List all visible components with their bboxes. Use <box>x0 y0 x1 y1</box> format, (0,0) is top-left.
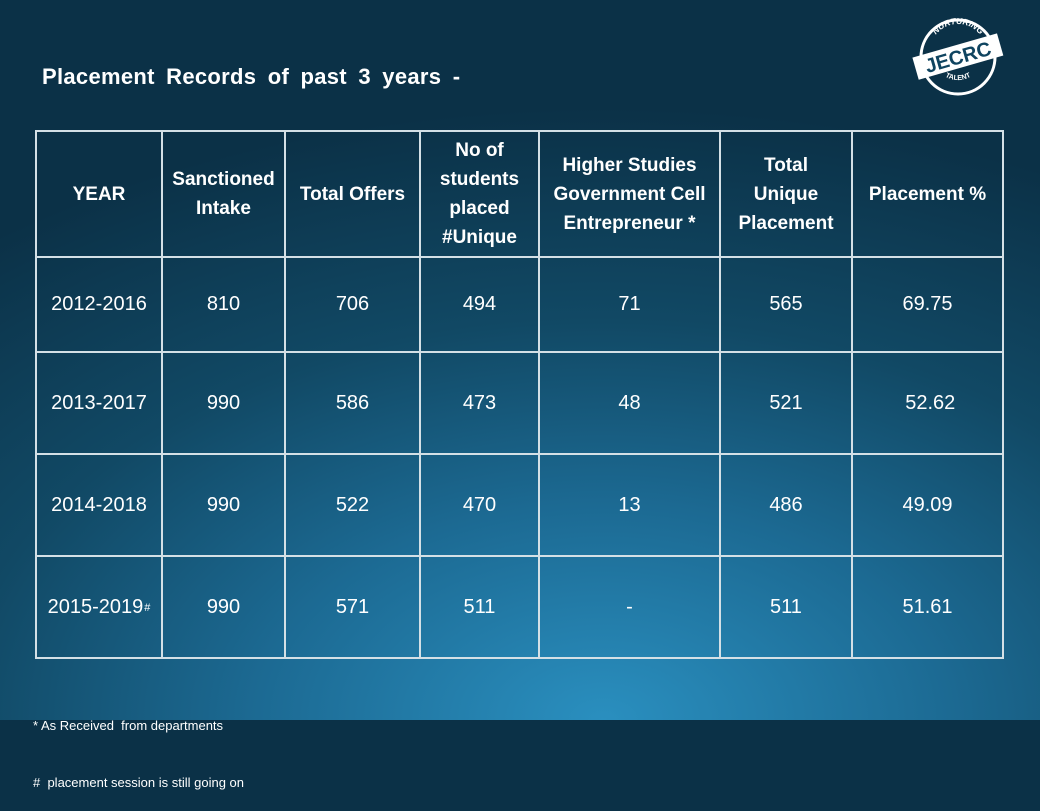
jecrc-logo: NURTURING TALENT JECRC <box>912 16 1004 96</box>
table-row: 2012-2016 810 706 494 71 565 69.75 <box>35 256 1004 353</box>
footnotes: * As Received from departments # placeme… <box>33 678 244 811</box>
cell-offers: 586 <box>284 351 421 455</box>
cell-higher-studies: 48 <box>538 351 721 455</box>
cell-year: 2012-2016 <box>35 256 163 353</box>
cell-placed: 473 <box>419 351 540 455</box>
table-row: 2013-2017 990 586 473 48 521 52.62 <box>35 351 1004 455</box>
cell-unique-placement: 565 <box>719 256 853 353</box>
footnote-session: # placement session is still going on <box>33 775 245 790</box>
cell-higher-studies: - <box>538 555 721 659</box>
cell-offers: 571 <box>284 555 421 659</box>
page-title: Placement Records of past 3 years - <box>42 64 461 89</box>
cell-placement-percent: 52.62 <box>851 351 1004 455</box>
table-row: 2014-2018 990 522 470 13 486 49.09 <box>35 453 1004 557</box>
cell-unique-placement: 511 <box>719 555 853 659</box>
logo-top-text: NURTURING <box>930 16 986 36</box>
placement-table: YEAR Sanctioned Intake Total Offers No of… <box>35 130 1004 659</box>
logo-bottom-text: TALENT <box>944 72 972 82</box>
header-year: YEAR <box>35 130 163 258</box>
cell-intake: 990 <box>161 555 286 659</box>
cell-higher-studies: 13 <box>538 453 721 557</box>
header-total-offers: Total Offers <box>284 130 421 258</box>
table-row: 2015-2019# 990 571 511 - 511 51.61 <box>35 555 1004 659</box>
cell-placement-percent: 49.09 <box>851 453 1004 557</box>
footnote-departments: * As Received from departments <box>33 718 224 733</box>
cell-year: 2015-2019# <box>35 555 163 659</box>
cell-placement-percent: 51.61 <box>851 555 1004 659</box>
svg-text:TALENT: TALENT <box>944 72 972 82</box>
cell-placement-percent: 69.75 <box>851 256 1004 353</box>
cell-placed: 470 <box>419 453 540 557</box>
cell-offers: 706 <box>284 256 421 353</box>
cell-intake: 990 <box>161 351 286 455</box>
cell-year: 2013-2017 <box>35 351 163 455</box>
header-placement-percent: Placement % <box>851 130 1004 258</box>
header-students-placed: No of students placed #Unique <box>419 130 540 258</box>
svg-text:NURTURING: NURTURING <box>930 16 986 36</box>
logo-main-text: JECRC <box>923 38 994 78</box>
cell-placed: 511 <box>419 555 540 659</box>
cell-unique-placement: 521 <box>719 351 853 455</box>
cell-intake: 810 <box>161 256 286 353</box>
cell-year: 2014-2018 <box>35 453 163 557</box>
header-row: YEAR Sanctioned Intake Total Offers No of… <box>35 130 1004 258</box>
cell-intake: 990 <box>161 453 286 557</box>
header-sanctioned-intake: Sanctioned Intake <box>161 130 286 258</box>
cell-higher-studies: 71 <box>538 256 721 353</box>
in-progress-mark: # <box>144 601 151 614</box>
cell-offers: 522 <box>284 453 421 557</box>
cell-placed: 494 <box>419 256 540 353</box>
header-higher-studies: Higher Studies Government Cell Entrepreneu… <box>538 130 721 258</box>
header-total-unique-placement: Total Unique Placement <box>719 130 853 258</box>
cell-unique-placement: 486 <box>719 453 853 557</box>
